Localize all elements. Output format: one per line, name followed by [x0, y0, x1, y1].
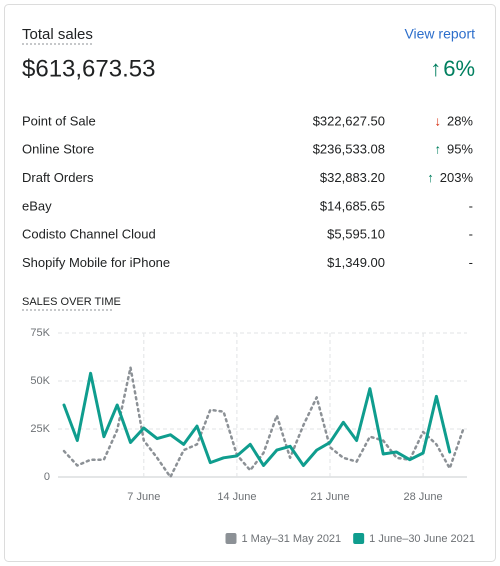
row-amount: $1,349.00 [327, 255, 385, 270]
change-arrow: ↑ [434, 142, 441, 157]
y-tick-label: 25K [30, 423, 50, 435]
x-tick-label: 7 June [127, 491, 160, 503]
y-tick-label: 75K [30, 327, 50, 339]
row-amount: $236,533.08 [313, 142, 385, 157]
title: Total sales [22, 26, 93, 43]
legend-swatch [353, 533, 365, 544]
row-change: - [469, 198, 473, 213]
row-amount: $5,595.10 [327, 227, 385, 242]
row-name: Codisto Channel Cloud [22, 227, 156, 242]
legend-label: 1 June–30 June 2021 [369, 533, 475, 545]
row-change: - [469, 227, 473, 242]
row-change: 28% [447, 113, 473, 128]
row-amount: $14,685.65 [320, 198, 385, 213]
series-line [62, 366, 465, 479]
legend-swatch [225, 533, 237, 544]
row-name: eBay [22, 198, 52, 213]
change-arrow: ↓ [434, 113, 441, 128]
chart-title: SALES OVER TIME [22, 296, 121, 308]
legend-label: 1 May–31 May 2021 [242, 533, 342, 545]
row-change: 95% [447, 142, 473, 157]
row-name: Online Store [22, 142, 94, 157]
series-line [62, 371, 452, 467]
change-arrow: ↑ [430, 56, 441, 81]
row-name: Shopify Mobile for iPhone [22, 255, 170, 270]
card-border [4, 4, 496, 562]
row-change: 203% [440, 170, 474, 185]
row-name: Point of Sale [22, 113, 96, 128]
y-tick-label: 50K [30, 375, 50, 387]
total-change: 6% [443, 56, 475, 81]
total-sales: $613,673.53 [22, 55, 155, 82]
row-amount: $32,883.20 [320, 170, 385, 185]
x-tick-label: 28 June [404, 491, 443, 503]
row-change: - [469, 255, 473, 270]
view-report-link[interactable]: View report [404, 26, 475, 42]
x-tick-label: 21 June [310, 491, 349, 503]
row-amount: $322,627.50 [313, 113, 385, 128]
row-name: Draft Orders [22, 170, 94, 185]
y-tick-label: 0 [44, 471, 50, 483]
change-arrow: ↑ [427, 170, 434, 185]
x-tick-label: 14 June [217, 491, 256, 503]
